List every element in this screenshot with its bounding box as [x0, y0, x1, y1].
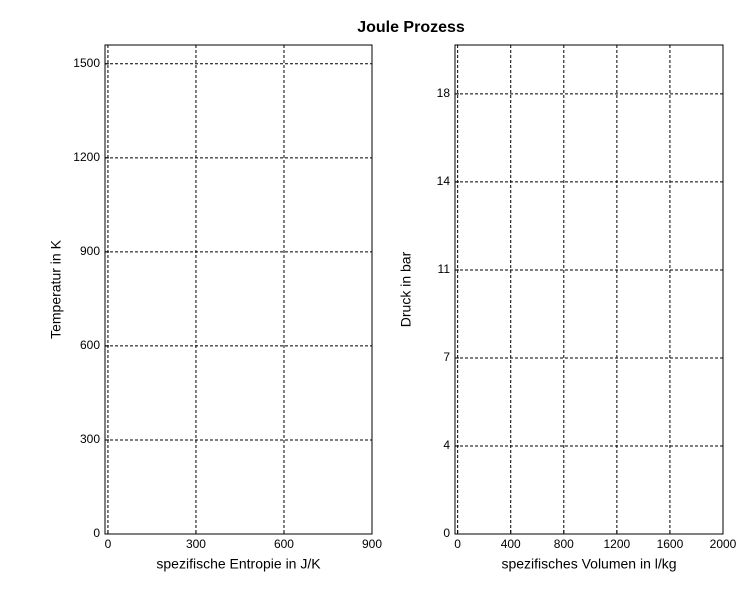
x-tick-label: 1200 — [604, 537, 631, 551]
x-tick-label: 900 — [362, 537, 382, 551]
y-tick-label: 0 — [93, 526, 100, 540]
x-tick-label: 0 — [105, 537, 112, 551]
x-tick-label: 600 — [274, 537, 294, 551]
y-tick-label: 14 — [437, 174, 451, 188]
y-tick-label: 600 — [80, 338, 100, 352]
x-axis-label: spezifische Entropie in J/K — [156, 556, 321, 572]
y-tick-label: 1200 — [73, 150, 100, 164]
y-tick-label: 7 — [443, 350, 450, 364]
y-tick-label: 4 — [443, 438, 450, 452]
figure-title: Joule Prozess — [357, 19, 465, 36]
y-tick-label: 900 — [80, 244, 100, 258]
plot-frame — [104, 44, 373, 535]
x-tick-label: 1600 — [657, 537, 684, 551]
y-tick-label: 18 — [437, 86, 451, 100]
y-tick-label: 0 — [443, 526, 450, 540]
plot-area — [105, 45, 372, 534]
x-tick-label: 300 — [186, 537, 206, 551]
y-tick-label: 300 — [80, 432, 100, 446]
x-tick-label: 2000 — [710, 537, 737, 551]
x-tick-label: 800 — [554, 537, 574, 551]
y-tick-label: 11 — [438, 262, 451, 276]
plot-area — [455, 45, 723, 534]
x-axis-label: spezifisches Volumen in l/kg — [501, 556, 676, 572]
y-axis-label: Temperatur in K — [48, 239, 64, 338]
plot-frame — [454, 44, 724, 535]
y-axis-label: Druck in bar — [398, 251, 414, 327]
y-tick-label: 1500 — [73, 56, 100, 70]
x-tick-label: 400 — [501, 537, 521, 551]
x-tick-label: 0 — [454, 537, 461, 551]
